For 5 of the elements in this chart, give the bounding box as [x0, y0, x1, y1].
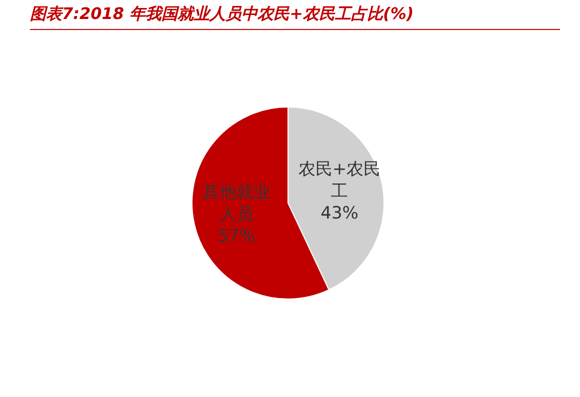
- data-label: 43%: [320, 203, 358, 224]
- chart-title: 图表7:2018 年我国就业人员中农民+农民工占比(%): [30, 4, 560, 30]
- data-label: 57%: [218, 226, 256, 247]
- slice-label: 农民+农民工: [298, 159, 381, 202]
- slice-label: 其他就业人员: [202, 182, 270, 225]
